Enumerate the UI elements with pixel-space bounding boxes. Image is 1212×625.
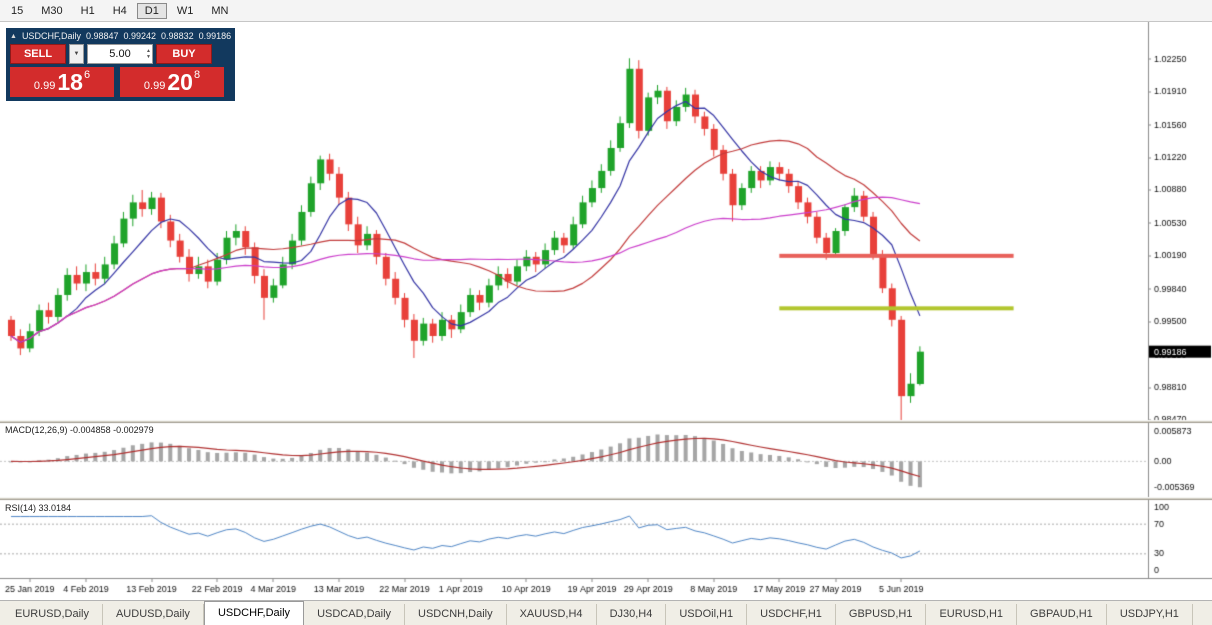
chart-tab-dj30-h4[interactable]: DJ30,H4 xyxy=(597,604,667,625)
rsi-name: RSI(14) xyxy=(5,503,37,513)
chart-tab-gbpaud-h1[interactable]: GBPAUD,H1 xyxy=(1017,604,1107,625)
spinner-up-icon[interactable]: ▲ xyxy=(146,48,151,54)
buy-price-big: 20 xyxy=(167,69,193,95)
buy-price-prefix: 0.99 xyxy=(143,80,166,92)
lot-size-value: 5.00 xyxy=(109,48,131,60)
chevron-down-icon: ▼ xyxy=(73,51,80,57)
sell-price-big: 18 xyxy=(57,69,83,95)
ohlc-open: 0.98847 xyxy=(85,31,119,41)
timeframe-button-w1[interactable]: W1 xyxy=(176,4,194,17)
ohlc-high: 0.99242 xyxy=(123,31,157,41)
buy-price[interactable]: 0.99 20 8 xyxy=(120,67,224,97)
lot-size-input[interactable]: 5.00 ▲ ▼ xyxy=(87,44,153,64)
ohlc-close: 0.99186 xyxy=(198,31,232,41)
macd-name: MACD(12,26,9) xyxy=(5,425,68,435)
rsi-value: 33.0184 xyxy=(38,503,72,513)
timeframe-button-d1[interactable]: D1 xyxy=(136,2,167,19)
chart-tab-gbpusd-h1[interactable]: GBPUSD,H1 xyxy=(836,604,927,625)
timeframe-button-h1[interactable]: H1 xyxy=(80,4,95,17)
sell-button[interactable]: SELL xyxy=(10,44,66,64)
timeframe-button-h4[interactable]: H4 xyxy=(112,4,127,17)
price-chart-canvas[interactable] xyxy=(0,22,1212,600)
timeframe-button-mn[interactable]: MN xyxy=(211,4,229,17)
macd-values: -0.004858 -0.002979 xyxy=(70,425,154,435)
ohlc-low: 0.98832 xyxy=(161,31,194,41)
timeframe-toolbar: 15 M30 H1 H4 D1 W1 MN xyxy=(0,0,1212,22)
chart-tab-usdcnh-daily[interactable]: USDCNH,Daily xyxy=(405,604,507,625)
chart-tab-usdchf-daily[interactable]: USDCHF,Daily xyxy=(203,601,305,625)
chart-tab-usdchf-h1[interactable]: USDCHF,H1 xyxy=(747,604,836,625)
chart-tab-xauusd-h4[interactable]: XAUUSD,H4 xyxy=(507,604,597,625)
buy-button[interactable]: BUY xyxy=(156,44,212,64)
lot-dropdown-button[interactable]: ▼ xyxy=(69,44,84,64)
chart-window: ▲ USDCHF,Daily 0.98847 0.99242 0.98832 0… xyxy=(0,22,1212,600)
sell-price-sup: 6 xyxy=(83,69,91,81)
timeframe-button-m30[interactable]: M30 xyxy=(41,4,63,17)
chart-symbol-title: USDCHF,Daily xyxy=(21,31,81,41)
chart-tab-bar: EURUSD,Daily AUDUSD,Daily USDCHF,Daily USDC… xyxy=(0,600,1212,625)
lot-spinner: ▲ ▼ xyxy=(146,45,151,63)
chart-tab-usdoil-h1[interactable]: USDOil,H1 xyxy=(666,604,748,625)
chart-title-bar: ▲ USDCHF,Daily 0.98847 0.99242 0.98832 0… xyxy=(10,31,231,41)
chart-tab-eurusd-h1[interactable]: EURUSD,H1 xyxy=(926,604,1018,625)
chart-tab-eurusd-daily[interactable]: EURUSD,Daily xyxy=(2,604,103,625)
sell-price[interactable]: 0.99 18 6 xyxy=(10,67,114,97)
buy-price-sup: 8 xyxy=(193,69,201,81)
chart-tab-usdjpy-h1[interactable]: USDJPY,H1 xyxy=(1107,604,1193,625)
collapse-triangle-icon[interactable]: ▲ xyxy=(10,32,17,40)
spinner-down-icon[interactable]: ▼ xyxy=(146,54,151,60)
one-click-trade-panel: ▲ USDCHF,Daily 0.98847 0.99242 0.98832 0… xyxy=(6,28,236,101)
chart-tab-audusd-daily[interactable]: AUDUSD,Daily xyxy=(103,604,204,625)
sell-price-prefix: 0.99 xyxy=(33,80,56,92)
macd-indicator-label: MACD(12,26,9) -0.004858 -0.002979 xyxy=(5,425,154,435)
chart-tab-usdcad-daily[interactable]: USDCAD,Daily xyxy=(304,604,406,625)
rsi-indicator-label: RSI(14) 33.0184 xyxy=(5,503,71,513)
timeframe-button-15[interactable]: 15 xyxy=(11,4,24,17)
